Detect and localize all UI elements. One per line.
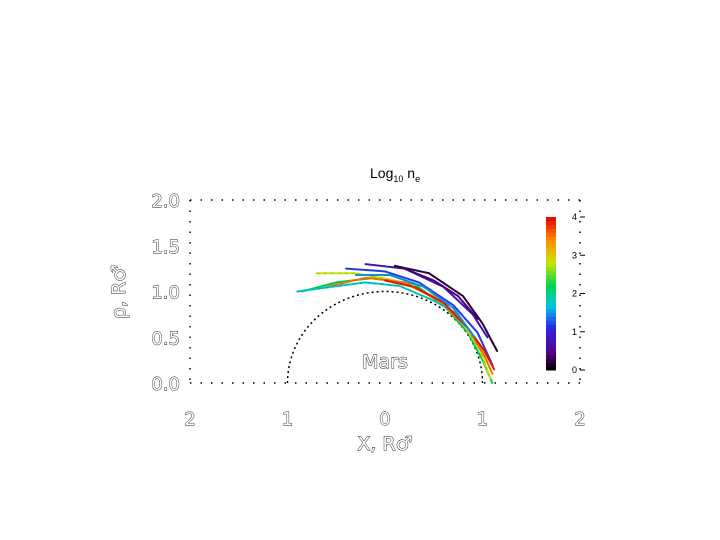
colorbar-segment bbox=[546, 316, 556, 321]
x-tick-label: 1 bbox=[282, 409, 293, 430]
colorbar-segment bbox=[546, 308, 556, 314]
colorbar-tick-label: 0 bbox=[572, 365, 577, 375]
colorbar-segment bbox=[546, 270, 556, 275]
colorbar-segment bbox=[546, 239, 556, 245]
colorbar-segment bbox=[546, 320, 556, 325]
colorbar-segment bbox=[546, 339, 556, 344]
x-tick-label: 2 bbox=[574, 409, 585, 430]
colorbar-segment bbox=[546, 255, 556, 260]
colorbar-segment bbox=[546, 259, 556, 264]
y-tick-label: 0.5 bbox=[151, 328, 180, 349]
colorbar-segment bbox=[546, 266, 556, 272]
colorbar-segment bbox=[546, 301, 556, 306]
colorbar-segment bbox=[546, 274, 556, 279]
colorbar-segment bbox=[546, 297, 556, 302]
colorbar-segment bbox=[546, 247, 556, 252]
colorbar-tick-label: 3 bbox=[572, 250, 577, 260]
colorbar-segment bbox=[546, 232, 556, 237]
colorbar-segment bbox=[546, 343, 556, 348]
colorbar-segment bbox=[546, 354, 556, 360]
trajectory-overlay bbox=[404, 268, 478, 320]
trajectory-overlay bbox=[394, 265, 498, 352]
planet-label: Mars bbox=[362, 351, 408, 373]
trajectory-overlay bbox=[355, 274, 475, 338]
y-axis-label: ρ, R♂ bbox=[108, 265, 130, 319]
colorbar-segment bbox=[546, 262, 556, 268]
colorbar-segment bbox=[546, 335, 556, 340]
x-tick-label: 2 bbox=[184, 409, 195, 430]
colorbar-segment bbox=[546, 304, 556, 310]
colorbar-segment bbox=[546, 350, 556, 356]
colorbar-tick-label: 2 bbox=[572, 289, 577, 299]
colorbar-segment bbox=[546, 224, 556, 229]
colorbar-segment bbox=[546, 289, 556, 294]
trajectory-overlay bbox=[297, 282, 459, 315]
colorbar-segment bbox=[546, 358, 556, 363]
chart-title: Log10 ne bbox=[370, 165, 421, 184]
y-tick-label: 1.0 bbox=[151, 283, 180, 304]
y-tick-label: 2.0 bbox=[151, 191, 180, 212]
colorbar-segment bbox=[546, 282, 556, 287]
colorbar-segment bbox=[546, 236, 556, 241]
colorbar-segment bbox=[546, 217, 556, 222]
trajectory-line bbox=[354, 274, 476, 339]
colorbar-segment bbox=[546, 312, 556, 317]
colorbar-segment bbox=[546, 243, 556, 249]
colorbar-segment bbox=[546, 293, 556, 298]
x-axis-label: X, R♂ bbox=[357, 433, 412, 455]
colorbar-tick-label: 1 bbox=[572, 327, 577, 337]
colorbar-segment bbox=[546, 220, 556, 226]
x-tick-label: 1 bbox=[477, 409, 488, 430]
y-tick-label: 0.0 bbox=[151, 374, 180, 395]
colorbar-segment bbox=[546, 278, 556, 283]
colorbar-segment bbox=[546, 347, 556, 352]
colorbar-segment bbox=[546, 324, 556, 329]
trajectory-line bbox=[384, 279, 496, 371]
colorbar-segment bbox=[546, 251, 556, 256]
colorbar-tick-label: 4 bbox=[572, 212, 577, 222]
trajectory-line bbox=[345, 267, 494, 366]
x-tick-label: 0 bbox=[379, 409, 390, 430]
colorbar-segment bbox=[546, 228, 556, 233]
colorbar-segment bbox=[546, 285, 556, 291]
trajectory-overlay bbox=[302, 277, 493, 384]
colorbar-segment bbox=[546, 362, 556, 367]
y-tick-label: 1.5 bbox=[151, 237, 180, 258]
trajectory-overlay bbox=[316, 273, 491, 379]
colorbar-segment bbox=[546, 366, 556, 371]
colorbar-segment bbox=[546, 327, 556, 333]
colorbar-segment bbox=[546, 331, 556, 337]
trajectory-overlay bbox=[326, 277, 493, 374]
